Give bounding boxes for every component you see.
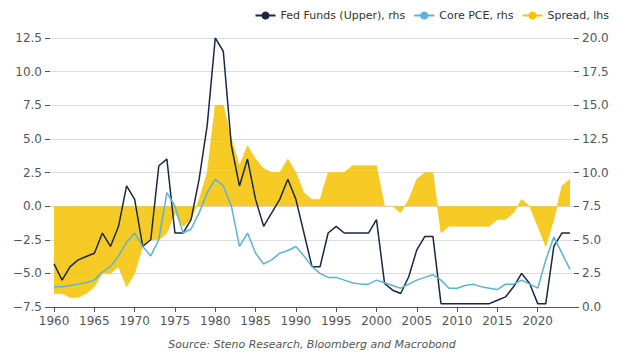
svg-text:2.5: 2.5 bbox=[23, 166, 42, 180]
svg-text:Source: Steno Research, Bloomb: Source: Steno Research, Bloomberg and Ma… bbox=[168, 338, 457, 351]
svg-text:2005: 2005 bbox=[402, 314, 433, 328]
svg-text:12.5: 12.5 bbox=[582, 132, 609, 146]
svg-text:2020: 2020 bbox=[522, 314, 553, 328]
svg-text:10.0: 10.0 bbox=[15, 65, 42, 79]
svg-text:15.0: 15.0 bbox=[582, 98, 609, 112]
svg-text:Spread, lhs: Spread, lhs bbox=[548, 9, 610, 22]
svg-text:1970: 1970 bbox=[119, 314, 150, 328]
svg-text:1965: 1965 bbox=[79, 314, 110, 328]
svg-text:0.0: 0.0 bbox=[23, 199, 42, 213]
svg-text:1960: 1960 bbox=[39, 314, 70, 328]
svg-text:0.0: 0.0 bbox=[582, 300, 601, 314]
svg-text:−7.5: −7.5 bbox=[13, 300, 42, 314]
svg-text:−2.5: −2.5 bbox=[13, 233, 42, 247]
svg-text:7.5: 7.5 bbox=[23, 98, 42, 112]
svg-text:1985: 1985 bbox=[240, 314, 271, 328]
svg-text:17.5: 17.5 bbox=[582, 65, 609, 79]
svg-text:1995: 1995 bbox=[321, 314, 352, 328]
svg-text:2.5: 2.5 bbox=[582, 266, 601, 280]
svg-text:1990: 1990 bbox=[281, 314, 312, 328]
svg-text:10.0: 10.0 bbox=[582, 166, 609, 180]
svg-text:1975: 1975 bbox=[160, 314, 191, 328]
svg-text:5.0: 5.0 bbox=[23, 132, 42, 146]
svg-text:2010: 2010 bbox=[442, 314, 473, 328]
svg-text:Core PCE, rhs: Core PCE, rhs bbox=[439, 9, 514, 22]
svg-text:20.0: 20.0 bbox=[582, 31, 609, 45]
svg-text:7.5: 7.5 bbox=[582, 199, 601, 213]
svg-text:5.0: 5.0 bbox=[582, 233, 601, 247]
svg-text:1980: 1980 bbox=[200, 314, 231, 328]
svg-text:2000: 2000 bbox=[361, 314, 392, 328]
svg-text:12.5: 12.5 bbox=[15, 31, 42, 45]
svg-text:−5.0: −5.0 bbox=[13, 266, 42, 280]
svg-text:2015: 2015 bbox=[482, 314, 513, 328]
svg-text:Fed Funds (Upper), rhs: Fed Funds (Upper), rhs bbox=[281, 9, 406, 22]
